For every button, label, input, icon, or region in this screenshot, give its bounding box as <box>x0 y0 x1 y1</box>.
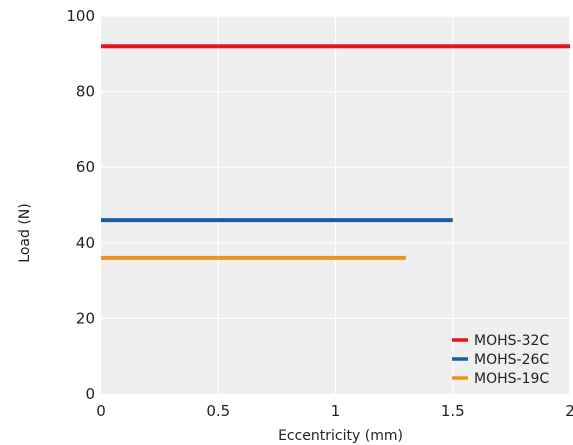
y-tick-label: 0 <box>85 385 95 403</box>
y-axis-ticks: 0 20 40 60 80 100 <box>66 7 95 403</box>
y-tick-label: 100 <box>66 7 95 25</box>
legend-label: MOHS-19C <box>474 371 549 387</box>
y-tick-label: 60 <box>76 158 95 176</box>
y-tick-label: 80 <box>76 83 95 101</box>
legend-label: MOHS-26C <box>474 352 549 368</box>
grid-lines <box>101 15 571 394</box>
legend-label: MOHS-32C <box>474 333 549 349</box>
x-tick-label: 0 <box>96 402 106 420</box>
series-lines <box>101 44 570 260</box>
x-axis-ticks: 0 0.5 1 1.5 2 <box>96 402 573 420</box>
legend: MOHS-32C MOHS-26C MOHS-19C <box>452 333 549 387</box>
x-tick-label: 1.5 <box>441 402 465 420</box>
y-axis-title: Load (N) <box>17 203 33 262</box>
x-tick-label: 0.5 <box>206 402 230 420</box>
x-axis-title: Eccentricity (mm) <box>278 428 403 444</box>
y-tick-label: 40 <box>76 234 95 252</box>
y-tick-label: 20 <box>76 309 95 327</box>
x-tick-label: 1 <box>331 402 341 420</box>
x-tick-label: 2 <box>565 402 573 420</box>
